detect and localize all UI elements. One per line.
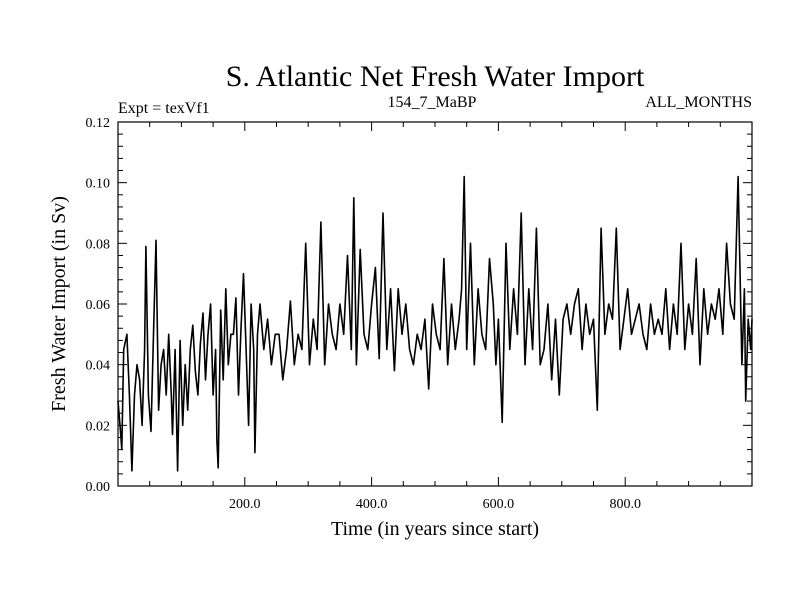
- x-tick-label: 400.0: [356, 497, 388, 512]
- run-id-label: 154_7_MaBP: [388, 94, 477, 111]
- y-tick-label: 0.04: [86, 359, 111, 374]
- chart-title: S. Atlantic Net Fresh Water Import: [226, 60, 645, 93]
- y-tick-label: 0.10: [86, 177, 111, 192]
- x-tick-label: 200.0: [229, 497, 261, 512]
- series-line: [117, 175, 753, 472]
- axis-ticks: [118, 121, 752, 487]
- y-tick-label: 0.12: [86, 116, 111, 131]
- period-label: ALL_MONTHS: [645, 94, 752, 111]
- axis-tick-labels: 0.00 0.02 0.04 0.06 0.08 0.10 0.12 200.0 400.0 60…: [86, 116, 641, 512]
- plot-frame: [117, 121, 753, 487]
- x-axis-label: Time (in years since start): [331, 518, 539, 540]
- x-tick-label: 600.0: [483, 497, 515, 512]
- y-tick-label: 0.00: [86, 480, 111, 495]
- y-tick-label: 0.06: [86, 298, 111, 313]
- x-tick-label: 800.0: [609, 497, 641, 512]
- y-axis-label: Fresh Water Import (in Sv): [48, 196, 70, 412]
- y-tick-label: 0.02: [86, 419, 111, 434]
- experiment-label: Expt = texVf1: [118, 100, 210, 117]
- y-tick-label: 0.08: [86, 237, 111, 252]
